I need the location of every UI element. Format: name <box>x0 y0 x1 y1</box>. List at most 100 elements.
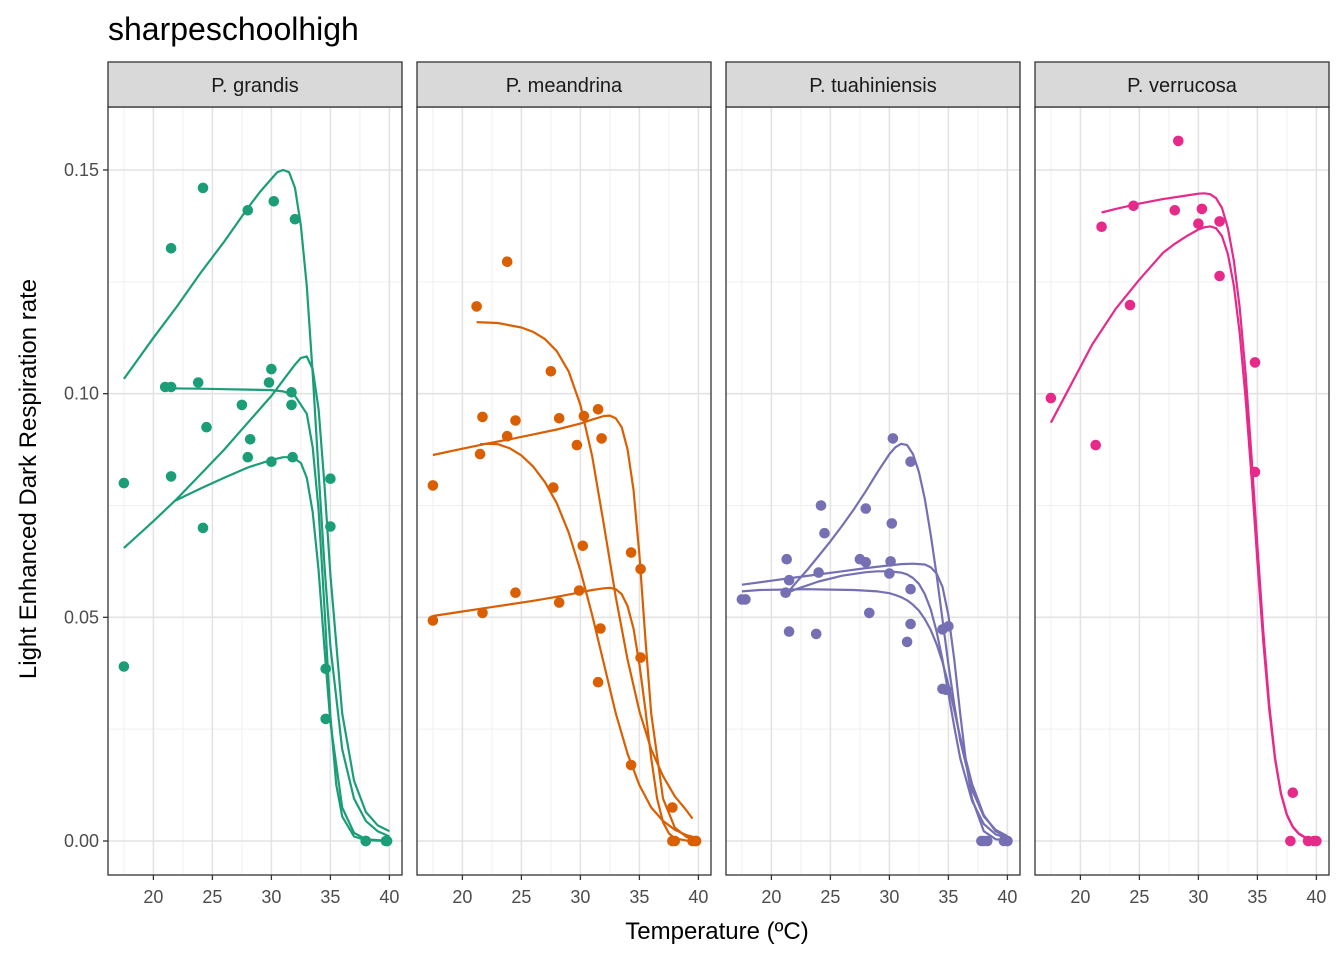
fit-curve <box>476 321 694 820</box>
data-point <box>690 835 702 847</box>
facet-panel: P. verrucosa 20 25 30 35 40 <box>1034 61 1330 907</box>
facet-strip-label: P. tuahiniensis <box>809 75 937 97</box>
data-point <box>815 500 827 511</box>
panel-data <box>736 433 1013 847</box>
data-point <box>360 835 372 847</box>
data-point <box>940 684 952 696</box>
data-point <box>266 456 277 468</box>
data-point <box>165 243 177 254</box>
data-point <box>244 434 256 445</box>
facet-strip <box>1034 61 1330 108</box>
x-tick-label: 20 <box>1070 887 1090 907</box>
data-point <box>474 448 486 460</box>
data-point <box>266 363 277 375</box>
data-point <box>286 387 297 398</box>
fit-curve <box>785 570 1008 840</box>
panel-data <box>1045 135 1322 847</box>
data-point <box>864 607 875 619</box>
x-tick-label: 25 <box>1129 887 1149 907</box>
y-tick-label: 0.10 <box>64 384 99 404</box>
fit-curve <box>432 586 699 843</box>
data-point <box>1287 787 1299 798</box>
data-point <box>1214 270 1225 282</box>
data-point <box>625 759 637 771</box>
data-point <box>592 676 604 688</box>
data-point <box>901 636 913 648</box>
data-point <box>1096 221 1107 233</box>
data-point <box>884 568 895 579</box>
data-point <box>571 439 583 451</box>
data-point <box>573 585 585 596</box>
data-point <box>783 574 795 586</box>
data-point <box>667 802 678 813</box>
data-point <box>287 451 298 463</box>
data-point <box>595 623 606 634</box>
fit-curve <box>741 562 1008 842</box>
x-tick-label: 30 <box>1188 887 1208 907</box>
y-tick-label: 0.15 <box>64 160 99 180</box>
x-tick-label: 25 <box>202 887 222 907</box>
data-point <box>201 421 212 433</box>
x-tick-label: 20 <box>452 887 472 907</box>
fit-curve <box>123 355 390 833</box>
data-point <box>943 621 954 632</box>
data-point <box>625 547 637 558</box>
data-point <box>268 196 280 207</box>
data-point <box>263 377 275 388</box>
x-tick-label: 35 <box>938 887 958 907</box>
data-point <box>1214 216 1225 227</box>
data-point <box>289 213 301 225</box>
panel-background <box>1035 107 1329 875</box>
data-point <box>325 521 336 532</box>
data-point <box>783 626 795 637</box>
data-point <box>1169 205 1181 216</box>
data-point <box>118 477 130 489</box>
data-point <box>887 433 899 444</box>
x-tick-label: 30 <box>570 887 590 907</box>
data-point <box>510 587 521 598</box>
x-tick-label: 25 <box>511 887 531 907</box>
data-point <box>982 835 993 847</box>
x-tick-label: 40 <box>1306 887 1326 907</box>
data-point <box>427 480 439 491</box>
x-tick-label: 20 <box>143 887 163 907</box>
data-point <box>165 471 177 482</box>
chart-title: sharpeschoolhigh <box>108 11 359 47</box>
data-point <box>1285 835 1296 847</box>
x-tick-label: 30 <box>879 887 899 907</box>
x-tick-label: 40 <box>997 887 1017 907</box>
data-point <box>577 540 589 552</box>
data-point <box>635 563 646 575</box>
data-point <box>286 399 297 411</box>
facet-strip-label: P. verrucosa <box>1127 75 1238 97</box>
x-tick-label: 35 <box>629 887 649 907</box>
panel-data <box>427 256 702 847</box>
data-point <box>1249 357 1261 368</box>
data-point <box>501 430 513 442</box>
data-point <box>905 618 916 630</box>
data-point <box>1311 835 1322 847</box>
facet-strip <box>416 61 712 108</box>
data-point <box>669 835 681 847</box>
data-point <box>427 615 439 626</box>
data-point <box>578 410 590 422</box>
data-point <box>905 456 916 468</box>
data-point <box>242 205 254 216</box>
data-point <box>819 527 830 539</box>
data-point <box>118 661 130 672</box>
data-point <box>320 713 332 725</box>
facet-strip-label: P. grandis <box>211 75 298 97</box>
data-point <box>780 587 791 598</box>
fit-curve <box>741 588 1008 839</box>
data-point <box>1193 218 1204 229</box>
data-point <box>810 628 822 640</box>
panel-background <box>726 107 1020 875</box>
data-point <box>781 553 792 565</box>
data-point <box>592 404 604 415</box>
data-point <box>471 301 482 312</box>
fit-curve <box>432 414 699 841</box>
facet-panels: P. grandis 20 25 30 35 40 P. meandrina 20 25 30 35… <box>64 61 1330 907</box>
data-point <box>553 413 565 424</box>
x-tick-label: 40 <box>688 887 708 907</box>
